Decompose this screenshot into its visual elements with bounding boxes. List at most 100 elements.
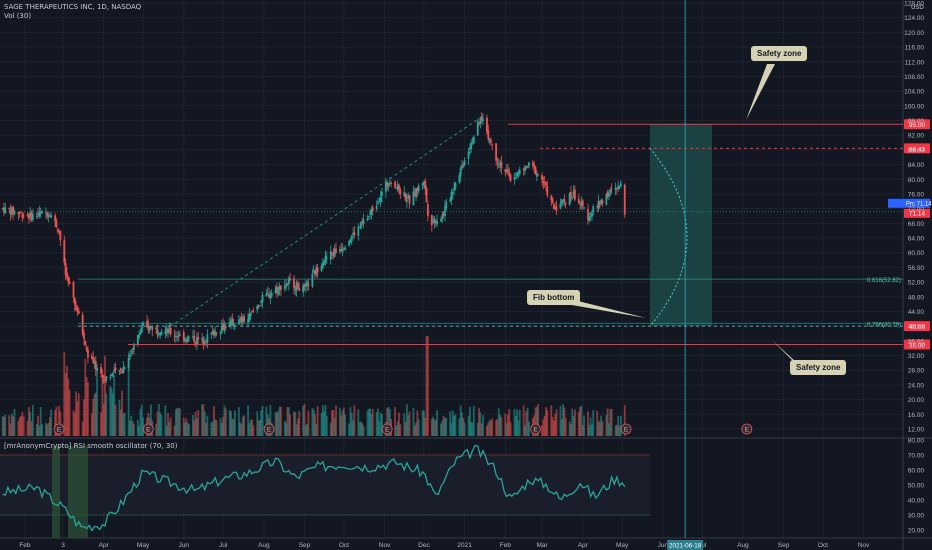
drawing-overlay[interactable] (170, 0, 800, 538)
candle (248, 314, 251, 322)
volume-bar (156, 411, 159, 436)
volume-bar (202, 404, 205, 436)
candle (426, 204, 429, 217)
volume-bar (377, 408, 379, 436)
time-tick-label: Feb (19, 542, 31, 549)
candle (479, 118, 482, 125)
time-tick-label: Apr (99, 542, 110, 549)
rsi-line (2, 444, 626, 532)
safety-zone-callout-bottom[interactable]: Safety zone (790, 360, 847, 375)
volume-bar (35, 424, 38, 436)
time-tick-label: Jul (219, 542, 228, 549)
volume-bar (68, 389, 71, 436)
volume-bar (140, 404, 143, 436)
volume-bar (426, 336, 429, 436)
time-tick-label: Nov (858, 542, 870, 549)
candle (564, 203, 567, 205)
volume-bar (605, 414, 608, 436)
volume-bar (157, 404, 160, 436)
candle (609, 189, 612, 193)
volume-bar (487, 422, 490, 436)
candle (583, 207, 585, 209)
volume-bar (608, 423, 610, 436)
candle (150, 327, 152, 329)
volume-bar (423, 410, 425, 436)
target-zone-box (650, 124, 712, 327)
volume-bar (358, 421, 361, 436)
volume-bar (370, 413, 373, 436)
volume-bar (445, 418, 448, 436)
volume-bar (193, 420, 196, 436)
volume-bar (555, 409, 558, 436)
candle (55, 220, 58, 228)
price-tick-label: 60.00 (908, 250, 925, 257)
price-tick-label: 124.00 (904, 15, 924, 22)
candle (105, 376, 108, 381)
volume-bar (609, 409, 612, 436)
volume-bar (18, 417, 21, 436)
safety-zone-callout-top[interactable]: Safety zone (751, 46, 808, 61)
fib-bottom-callout[interactable]: Fib bottom (527, 290, 581, 305)
candle (324, 255, 327, 262)
candle (449, 199, 452, 202)
level-badge (904, 339, 930, 350)
candle (311, 273, 314, 287)
volume-bar (261, 405, 264, 436)
candle (168, 328, 171, 333)
candle (147, 324, 150, 330)
volume-bar (279, 406, 282, 436)
volume-bar (201, 404, 204, 436)
candle (316, 267, 319, 273)
candle (205, 340, 207, 342)
candle (58, 231, 60, 232)
volume-bar (534, 407, 537, 436)
candle (182, 332, 185, 341)
candle (504, 169, 507, 172)
candle (486, 117, 488, 133)
candle (169, 327, 172, 335)
volume-bar (222, 416, 225, 436)
candle (508, 171, 511, 176)
candle (377, 202, 379, 205)
volume-bar (211, 421, 214, 436)
time-tick-label: Aug (737, 542, 749, 549)
time-tick-label: Oct (339, 542, 349, 549)
volume-bar (306, 423, 309, 436)
candle (421, 182, 424, 186)
candle (598, 201, 601, 206)
volume-bar (340, 415, 343, 436)
time-tick-label: 2021 (457, 542, 472, 549)
volume-bar (528, 421, 530, 436)
time-tick-label: Sep (299, 542, 311, 549)
price-tick-label: 24.00 (908, 382, 925, 389)
candle (522, 168, 525, 170)
candle (570, 192, 572, 199)
volume-bar (22, 416, 25, 436)
price-tick-label: 56.00 (908, 265, 925, 272)
volume-bar (396, 421, 399, 436)
volume-bar (505, 423, 508, 436)
candle (610, 188, 613, 190)
candle (408, 195, 411, 204)
earnings-marker-label: E (624, 427, 629, 434)
candle (482, 118, 484, 122)
candle (375, 205, 378, 210)
candle (451, 191, 454, 194)
candle (8, 208, 11, 210)
volume-bar (339, 407, 341, 436)
candle (138, 334, 141, 338)
candle (394, 181, 396, 188)
volume-bar (283, 420, 286, 436)
candle (76, 308, 79, 311)
candle (358, 226, 361, 228)
volume-bar (623, 405, 626, 436)
time-tick-label: Feb (500, 542, 512, 549)
candle (104, 379, 106, 381)
candle (497, 164, 500, 166)
candle (360, 222, 362, 229)
horizontal-levels[interactable]: 95.00 88.43 40.00 35.00 0.618(52.82) 0.786(40… (0, 119, 932, 350)
volume-bar (293, 411, 295, 436)
candle (339, 248, 341, 252)
